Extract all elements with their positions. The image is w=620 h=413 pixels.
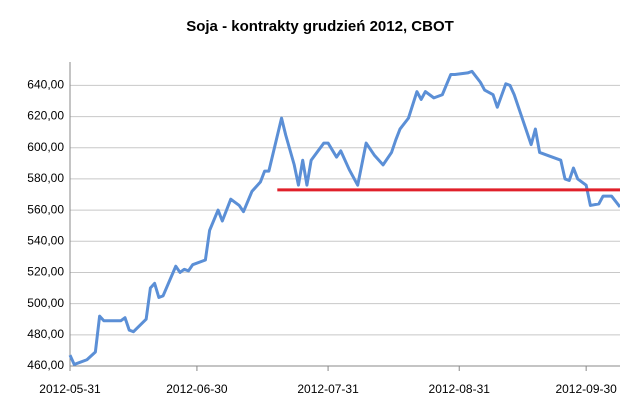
y-tick-label: 600,00: [27, 140, 64, 154]
price-line: [68, 69, 620, 366]
chart-title: Soja - kontrakty grudzień 2012, CBOT: [186, 18, 454, 35]
x-tick-label: 2012-08-31: [429, 382, 491, 396]
x-tick-label: 2012-07-31: [297, 382, 359, 396]
x-tick-label: 2012-09-30: [555, 382, 617, 396]
y-tick-label: 540,00: [27, 233, 64, 247]
y-tick-label: 500,00: [27, 296, 64, 310]
y-tick-label: 480,00: [27, 327, 64, 341]
y-tick-label: 580,00: [27, 171, 64, 185]
y-tick-label: 460,00: [27, 358, 64, 372]
y-tick-label: 640,00: [27, 78, 64, 92]
x-tick-label: 2012-05-31: [39, 382, 101, 396]
y-tick-label: 520,00: [27, 265, 64, 279]
x-tick-label: 2012-06-30: [166, 382, 228, 396]
y-tick-label: 560,00: [27, 202, 64, 216]
y-tick-label: 620,00: [27, 109, 64, 123]
